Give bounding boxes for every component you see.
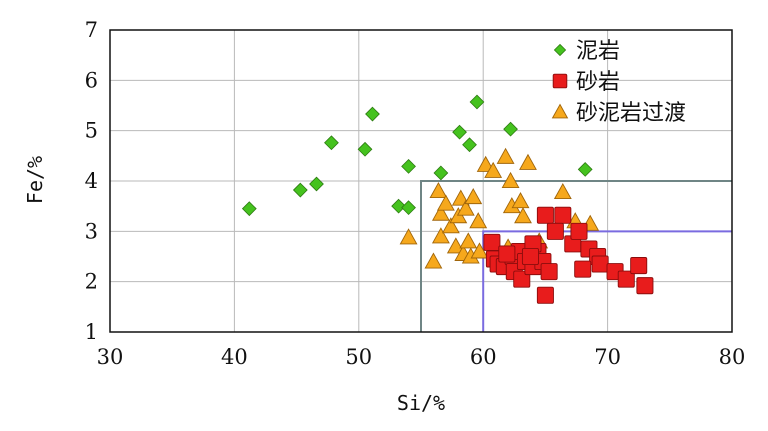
y-tick-label: 2 (85, 270, 98, 294)
point-triangle (476, 155, 495, 172)
data-points (241, 94, 654, 304)
point-triangle (519, 153, 537, 170)
legend-label: 泥岩 (576, 39, 620, 64)
point-triangle (514, 207, 532, 224)
point-diamond (433, 165, 449, 181)
point-square (574, 260, 592, 278)
point-square (570, 222, 588, 240)
point-square (513, 270, 531, 288)
point-diamond (365, 106, 380, 122)
x-tick-label: 60 (470, 345, 497, 369)
y-tick-label: 4 (85, 169, 98, 193)
x-tick-label: 70 (594, 345, 621, 369)
y-tick-label: 7 (85, 18, 98, 42)
x-tick-label: 50 (345, 345, 372, 369)
point-square (591, 255, 609, 273)
x-tick-label: 30 (97, 345, 124, 369)
point-diamond (452, 124, 467, 140)
y-axis-label: Fe/% (23, 156, 47, 204)
x-tick-label: 80 (719, 345, 746, 369)
point-triangle (496, 147, 515, 164)
point-triangle (424, 252, 443, 269)
point-diamond (503, 121, 518, 137)
point-square (536, 286, 554, 304)
point-triangle (431, 204, 450, 221)
point-square (636, 277, 654, 295)
point-diamond (462, 137, 477, 153)
point-triangle (469, 212, 488, 229)
point-square (554, 206, 572, 224)
point-triangle (459, 232, 478, 249)
x-axis-label: Si/% (397, 391, 445, 415)
point-diamond (469, 94, 485, 110)
point-diamond (391, 198, 406, 214)
point-triangle (399, 228, 418, 245)
point-square (630, 257, 648, 275)
point-diamond (241, 201, 257, 217)
boundary-box (420, 180, 732, 332)
legend-label: 砂泥岩过渡 (576, 101, 686, 126)
y-tick-label: 5 (85, 119, 98, 143)
legend-marker-square (552, 73, 568, 89)
point-square (536, 206, 554, 224)
point-triangle (553, 182, 572, 200)
point-triangle (470, 242, 489, 259)
legend-label: 砂岩 (576, 70, 620, 95)
boundary-boxes (420, 180, 732, 332)
point-triangle (436, 194, 455, 211)
point-square (546, 222, 564, 240)
point-diamond (309, 176, 324, 192)
point-diamond (401, 159, 416, 174)
point-square (540, 263, 558, 281)
point-diamond (577, 162, 593, 177)
x-tick-labels: 30 40 50 60 70 80 (97, 345, 746, 369)
point-diamond (401, 200, 416, 216)
point-diamond (292, 182, 308, 198)
point-triangle (446, 237, 465, 254)
y-tick-label: 3 (85, 219, 98, 243)
point-triangle (456, 199, 475, 216)
point-diamond (324, 135, 339, 151)
point-triangle (441, 217, 460, 234)
y-tick-labels: 1 2 3 4 5 6 7 (85, 18, 98, 344)
point-triangle (511, 192, 530, 209)
point-triangle (464, 188, 483, 205)
x-tick-label: 40 (221, 345, 248, 369)
point-square (617, 270, 635, 288)
legend-marker-diamond (553, 43, 567, 57)
point-triangle (484, 161, 503, 178)
point-diamond (357, 141, 373, 157)
point-square (498, 245, 516, 263)
boundary-box (482, 230, 732, 332)
y-tick-label: 1 (85, 320, 98, 344)
point-square (483, 233, 501, 251)
point-square (521, 247, 539, 266)
point-triangle (431, 227, 450, 244)
legend-marker-triangle (551, 103, 569, 119)
plot-frame (109, 29, 733, 333)
point-triangle (501, 171, 520, 188)
point-triangle (429, 181, 448, 199)
y-tick-label: 6 (85, 68, 98, 92)
